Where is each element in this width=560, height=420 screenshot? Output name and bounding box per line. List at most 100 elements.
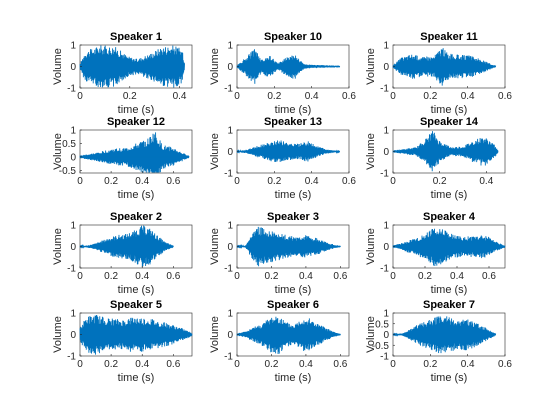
x-axis-label: time (s) — [275, 284, 312, 296]
x-tick-label: 0.4 — [450, 271, 464, 282]
x-tick-label: 0 — [77, 91, 83, 102]
subplot-title: Speaker 4 — [423, 211, 476, 223]
x-tick-label: 0.2 — [104, 176, 118, 187]
x-axis-label: time (s) — [275, 372, 312, 384]
y-tick-label: 0 — [227, 62, 233, 73]
x-tick-label: 0.6 — [498, 359, 512, 370]
y-tick-label: -1 — [224, 84, 233, 95]
y-tick-label: 0 — [383, 242, 389, 253]
x-tick-label: 0.6 — [166, 176, 180, 187]
x-tick-label: 0.2 — [104, 271, 118, 282]
y-tick-label: 1 — [227, 309, 233, 320]
waveform-line — [79, 132, 190, 173]
y-axis-label: Volume — [209, 316, 221, 353]
y-tick-label: 0 — [70, 330, 76, 341]
y-tick-label: -1 — [380, 352, 389, 363]
y-axis-label: Volume — [209, 133, 221, 170]
x-axis-label: time (s) — [431, 284, 468, 296]
x-axis-label: time (s) — [431, 104, 468, 116]
y-tick-label: 1 — [383, 221, 389, 232]
subplot-title: Speaker 12 — [107, 116, 165, 128]
x-tick-label: 0 — [390, 91, 396, 102]
x-tick-label: 0.4 — [299, 271, 313, 282]
y-tick-label: 0 — [227, 242, 233, 253]
y-tick-label: -1 — [380, 264, 389, 275]
x-tick-label: 0.6 — [166, 271, 180, 282]
subplot-title: Speaker 10 — [264, 31, 322, 43]
y-tick-label: 1 — [70, 221, 76, 232]
waveform-line — [236, 140, 341, 162]
x-tick-label: 0.2 — [104, 359, 118, 370]
y-axis-label: Volume — [52, 48, 64, 85]
y-tick-label: -1 — [67, 264, 76, 275]
y-axis-label: Volume — [365, 228, 377, 265]
x-tick-label: 0.6 — [342, 176, 356, 187]
waveform-line — [392, 228, 506, 266]
y-tick-label: -1 — [224, 169, 233, 180]
subplot-title: Speaker 5 — [110, 299, 162, 311]
x-tick-label: 0 — [234, 91, 240, 102]
x-tick-label: 0.2 — [423, 91, 437, 102]
x-axis-label: time (s) — [275, 104, 312, 116]
y-tick-label: 1 — [70, 41, 76, 52]
x-tick-label: 0 — [234, 359, 240, 370]
waveform-line — [392, 131, 499, 172]
y-axis-label: Volume — [365, 133, 377, 170]
y-tick-label: -1 — [380, 84, 389, 95]
x-axis-label: time (s) — [118, 372, 155, 384]
x-tick-label: 0.4 — [305, 91, 319, 102]
x-axis-label: time (s) — [118, 189, 155, 201]
subplot-title: Speaker 3 — [267, 211, 319, 223]
y-tick-label: 1 — [70, 126, 76, 137]
waveform-line — [392, 316, 497, 354]
x-tick-label: 0.6 — [342, 91, 356, 102]
subplot-title: Speaker 1 — [110, 31, 162, 43]
x-tick-label: 0.2 — [267, 91, 281, 102]
y-tick-label: 0.5 — [375, 319, 389, 330]
y-axis-label: Volume — [52, 316, 64, 353]
y-tick-label: 0 — [227, 330, 233, 341]
x-tick-label: 0 — [77, 271, 83, 282]
subplot-title: Speaker 7 — [423, 299, 475, 311]
y-tick-label: -1 — [224, 264, 233, 275]
y-tick-label: 0 — [383, 147, 389, 158]
subplot-title: Speaker 2 — [110, 211, 162, 223]
x-tick-label: 0.4 — [461, 91, 475, 102]
y-tick-label: 1 — [227, 126, 233, 137]
y-tick-label: 1 — [70, 309, 76, 320]
subplot-title: Speaker 14 — [420, 116, 479, 128]
x-tick-label: 0.6 — [482, 271, 496, 282]
x-tick-label: 0.4 — [173, 91, 187, 102]
subplot-title: Speaker 11 — [420, 31, 478, 43]
x-tick-label: 0.2 — [423, 359, 437, 370]
x-tick-label: 0.2 — [265, 359, 279, 370]
x-tick-label: 0.4 — [135, 176, 149, 187]
waveform-line — [79, 45, 185, 88]
waveform-line — [236, 316, 341, 354]
y-axis-label: Volume — [52, 228, 64, 265]
x-axis-label: time (s) — [118, 104, 155, 116]
subplot-title: Speaker 13 — [264, 116, 322, 128]
x-tick-label: 0.6 — [498, 91, 512, 102]
x-tick-label: 0 — [390, 176, 396, 187]
x-tick-label: 0.6 — [333, 359, 347, 370]
y-tick-label: 0 — [70, 62, 76, 73]
x-axis-label: time (s) — [431, 189, 468, 201]
y-axis-label: Volume — [209, 48, 221, 85]
x-tick-label: 0.4 — [135, 271, 149, 282]
y-tick-label: -0.5 — [372, 341, 390, 352]
x-tick-label: 0 — [234, 176, 240, 187]
x-tick-label: 0.4 — [135, 359, 149, 370]
y-tick-label: 0 — [70, 242, 76, 253]
x-tick-label: 0.2 — [433, 176, 447, 187]
x-tick-label: 0.2 — [123, 91, 137, 102]
x-axis-label: time (s) — [275, 189, 312, 201]
y-tick-label: -0.5 — [59, 166, 77, 177]
